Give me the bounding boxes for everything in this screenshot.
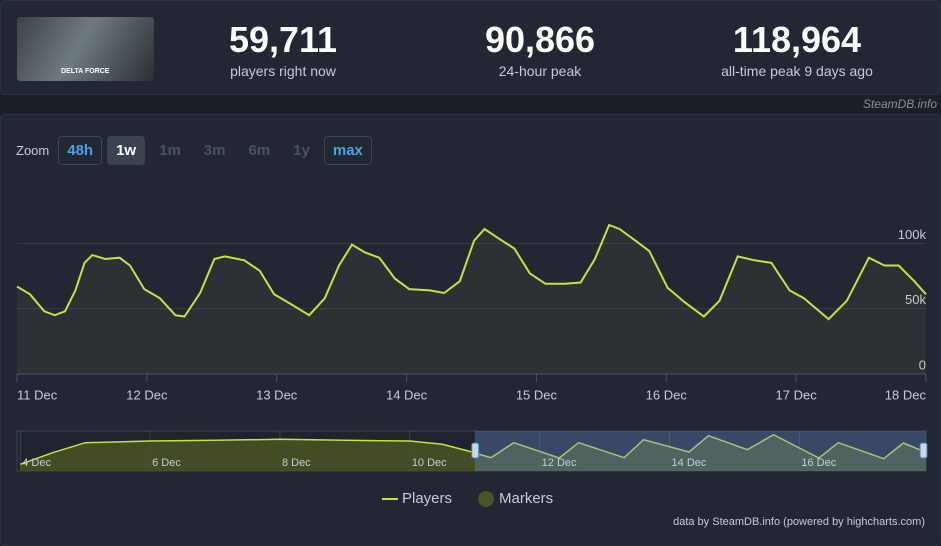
zoom-bar: Zoom 48h 1w 1m 3m 6m 1y max xyxy=(16,136,372,165)
x-tick-label: 13 Dec xyxy=(256,387,298,402)
game-thumbnail: DELTA FORCE xyxy=(17,17,154,81)
y-tick-label: 0 xyxy=(919,357,926,372)
stat-value: 59,711 xyxy=(228,19,338,60)
area-fill xyxy=(17,225,926,374)
navigator-handle[interactable] xyxy=(919,442,928,459)
x-tick-label: 11 Dec xyxy=(17,387,58,402)
navigator-handle[interactable] xyxy=(471,442,480,459)
zoom-button[interactable]: max xyxy=(323,136,372,165)
credits[interactable]: data by SteamDB.info (powered by highcha… xyxy=(673,516,925,528)
logo-text: DELTA FORCE xyxy=(61,68,110,75)
y-tick-label: 100k xyxy=(898,227,927,242)
x-tick-label: 16 Dec xyxy=(646,387,688,402)
navigator-tick-label: 12 Dec xyxy=(542,457,577,469)
navigator-tick-label: 10 Dec xyxy=(412,457,447,469)
chart-panel xyxy=(0,114,941,546)
zoom-button: 3m xyxy=(203,142,226,159)
stat-label: all-time peak 9 days ago xyxy=(721,63,873,79)
navigator-tick-label: 4 Dec xyxy=(22,457,51,469)
header: DELTA FORCE 59,711 players right now 90,8… xyxy=(0,0,941,95)
zoom-label: Zoom xyxy=(16,143,50,158)
stat: 59,711 players right now xyxy=(163,19,403,79)
zoom-button[interactable]: 48h xyxy=(58,136,103,165)
x-tick-label: 18 Dec xyxy=(885,387,927,402)
x-tick-label: 12 Dec xyxy=(126,387,168,402)
stat-value: 90,866 xyxy=(484,19,596,60)
navigator-selection[interactable] xyxy=(474,431,926,471)
legend-label[interactable]: Markers xyxy=(499,490,553,507)
navigator-tick-label: 8 Dec xyxy=(282,457,311,469)
x-tick-label: 17 Dec xyxy=(776,387,818,402)
stat: 118,964 all-time peak 9 days ago xyxy=(677,19,917,79)
source[interactable]: SteamDB.info xyxy=(862,97,937,111)
x-tick-label: 15 Dec xyxy=(516,387,558,402)
navigator-line xyxy=(19,433,927,466)
zoom-button[interactable]: 1w xyxy=(107,136,146,165)
navigator-tick-label: 16 Dec xyxy=(801,457,836,469)
legend-label[interactable]: Players xyxy=(402,490,452,507)
navigator-tick-label: 6 Dec xyxy=(152,457,181,469)
y-tick-label: 50k xyxy=(905,292,926,307)
stat-value: 118,964 xyxy=(732,19,862,60)
stat-label: players right now xyxy=(230,63,336,79)
line xyxy=(16,223,927,321)
zoom-button: 6m xyxy=(248,142,271,159)
legend-symbol xyxy=(478,491,494,507)
navigator-tick-label: 14 Dec xyxy=(672,457,707,469)
zoom-button: 1y xyxy=(293,142,310,159)
stat: 90,866 24-hour peak xyxy=(420,19,660,79)
zoom-button: 1m xyxy=(159,142,181,159)
stat-label: 24-hour peak xyxy=(498,63,582,79)
x-tick-label: 14 Dec xyxy=(386,387,428,402)
